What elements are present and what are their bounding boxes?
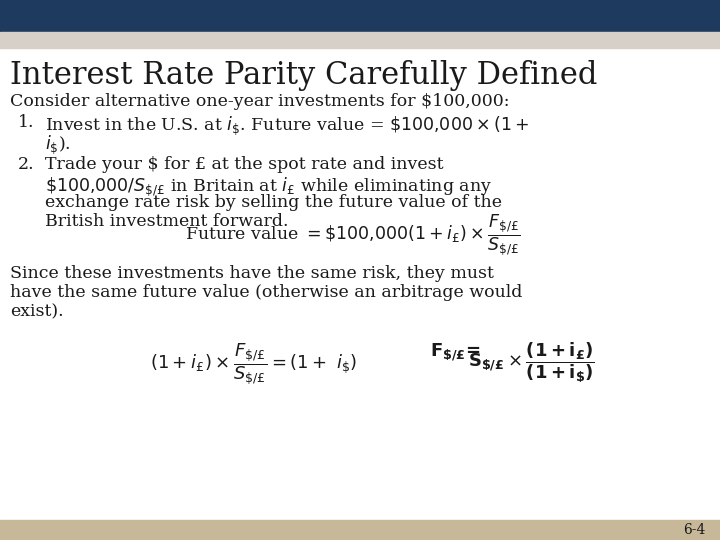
Text: $\mathbf{S_{\$/£}}\times \dfrac{\mathbf{(1 + i_£)}}{\mathbf{(1 + i_\$)}}$: $\mathbf{S_{\$/£}}\times \dfrac{\mathbf{… <box>468 341 595 385</box>
Text: have the same future value (otherwise an arbitrage would: have the same future value (otherwise an… <box>10 284 523 301</box>
Text: Future value $= \$100{,}000(1 + i_£)\times\dfrac{F_{\$/£}}{S_{\$/£}}$: Future value $= \$100{,}000(1 + i_£)\tim… <box>185 213 521 259</box>
Text: $i_\$$).: $i_\$$). <box>45 133 71 156</box>
Bar <box>0 48 720 520</box>
Text: $(1 + i_£) \times \dfrac{F_{\$/£}}{S_{\$/£}} = (1 +\ i_\$)$: $(1 + i_£) \times \dfrac{F_{\$/£}}{S_{\$… <box>150 341 357 387</box>
Text: Trade your \$ for £ at the spot rate and invest: Trade your \$ for £ at the spot rate and… <box>45 156 444 173</box>
Text: 2.: 2. <box>18 156 35 173</box>
Text: $\mathbf{F_{\$/£}}$=: $\mathbf{F_{\$/£}}$= <box>430 341 480 362</box>
Bar <box>0 520 720 540</box>
Text: Since these investments have the same risk, they must: Since these investments have the same ri… <box>10 265 494 282</box>
Bar <box>0 32 720 48</box>
Text: Consider alternative one-year investments for $100,000:: Consider alternative one-year investment… <box>10 93 510 110</box>
Text: 6-4: 6-4 <box>683 523 706 537</box>
Text: British investment forward.: British investment forward. <box>45 213 289 230</box>
Text: Invest in the U.S. at $i_\$$. Future value = $\$100{,}000 \times (1 +$: Invest in the U.S. at $i_\$$. Future val… <box>45 114 529 137</box>
Text: exchange rate risk by selling the future value of the: exchange rate risk by selling the future… <box>45 194 502 211</box>
Bar <box>0 0 720 32</box>
Text: $\$100{,}000/S_{\$/£}$ in Britain at $i_£$ while eliminating any: $\$100{,}000/S_{\$/£}$ in Britain at $i_… <box>45 175 492 198</box>
Text: exist).: exist). <box>10 303 63 320</box>
Text: 1.: 1. <box>18 114 35 131</box>
Text: Interest Rate Parity Carefully Defined: Interest Rate Parity Carefully Defined <box>10 60 598 91</box>
